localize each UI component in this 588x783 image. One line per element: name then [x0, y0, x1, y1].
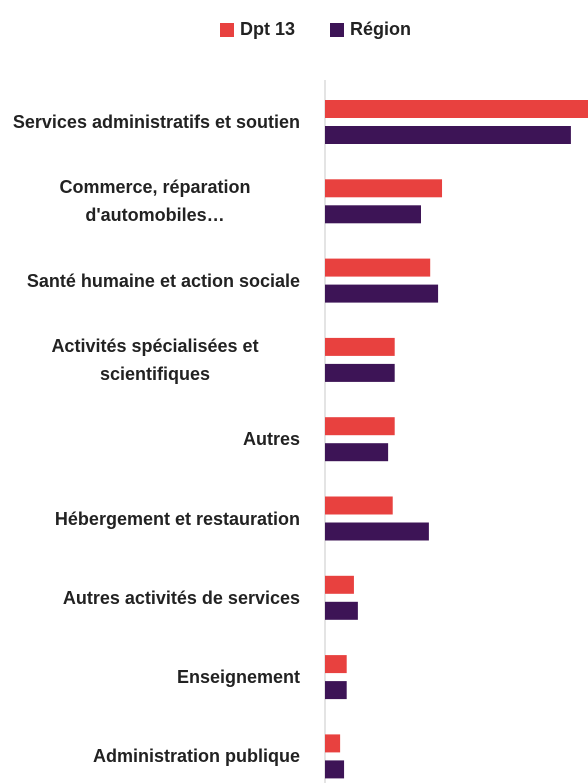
category-text: Activités spécialisées et scientifiques — [51, 335, 259, 384]
bar — [325, 734, 341, 753]
category-label: Services administratifs et soutien — [0, 108, 300, 136]
bar — [325, 655, 347, 674]
bar — [325, 443, 389, 462]
category-text: Autres activités de services — [62, 587, 300, 608]
category-label: Commerce, réparation d'automobiles… — [0, 173, 300, 229]
legend-label: Région — [350, 19, 411, 39]
category-label: Administration publique — [0, 742, 300, 770]
legend-label: Dpt 13 — [240, 19, 296, 39]
category-text: Santé humaine et action sociale — [26, 270, 300, 291]
bar — [325, 205, 421, 224]
legend-item: Région — [330, 19, 411, 40]
category-label: Hébergement et restauration — [0, 505, 300, 533]
category-text: Autres — [242, 429, 300, 450]
legend-item: Dpt 13 — [220, 19, 295, 40]
bar — [325, 522, 429, 541]
bar — [325, 575, 354, 594]
category-text: Hébergement et restauration — [54, 508, 300, 529]
bar — [325, 100, 588, 118]
bar — [325, 760, 345, 779]
bar — [325, 601, 358, 620]
category-text: Commerce, réparation d'automobiles… — [59, 177, 251, 226]
bar — [325, 126, 571, 144]
bar — [325, 258, 431, 277]
category-label: Santé humaine et action sociale — [0, 267, 300, 295]
legend-swatch — [330, 22, 344, 37]
category-label: Autres activités de services — [0, 584, 300, 612]
legend-swatch — [220, 22, 234, 37]
category-label: Autres — [0, 425, 300, 453]
bar — [325, 417, 395, 436]
bar — [325, 681, 347, 700]
bar — [325, 363, 395, 382]
category-text: Administration publique — [93, 746, 300, 767]
category-text: Services administratifs et soutien — [12, 112, 300, 132]
category-text: Enseignement — [176, 667, 300, 688]
category-label: Activités spécialisées et scientifiques — [0, 332, 300, 388]
category-label: Enseignement — [0, 663, 300, 691]
bar — [325, 337, 395, 356]
bar — [325, 496, 393, 515]
bar — [325, 284, 439, 303]
bar — [325, 179, 443, 198]
